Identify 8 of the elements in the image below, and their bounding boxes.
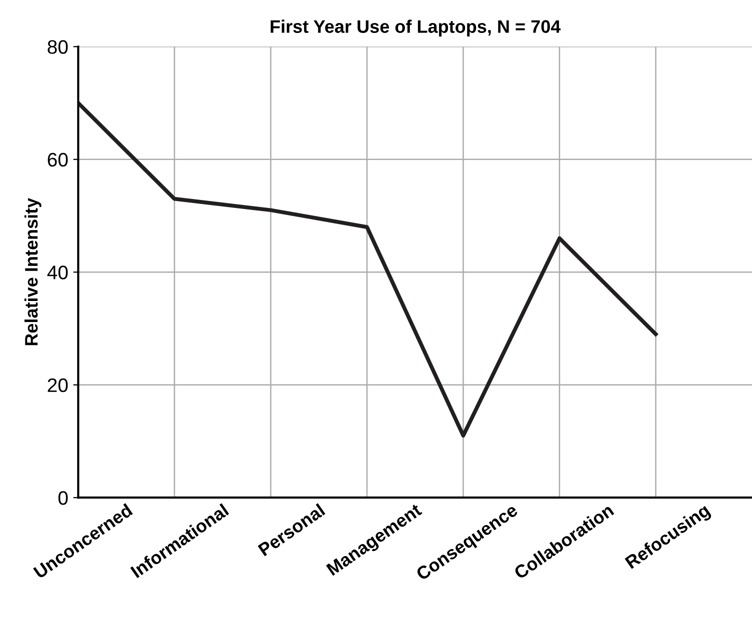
y-tick-label: 40 <box>47 266 68 280</box>
chart-title: First Year Use of Laptops, N = 704 <box>270 20 561 37</box>
y-tick-label: 20 <box>48 378 68 392</box>
y-tick-label: 0 <box>58 491 68 505</box>
line-series <box>78 101 658 438</box>
y-tick-label: 80 <box>48 40 68 54</box>
y-axis-title: Relative Intensity <box>24 198 42 346</box>
y-tick-label: 60 <box>48 152 68 167</box>
